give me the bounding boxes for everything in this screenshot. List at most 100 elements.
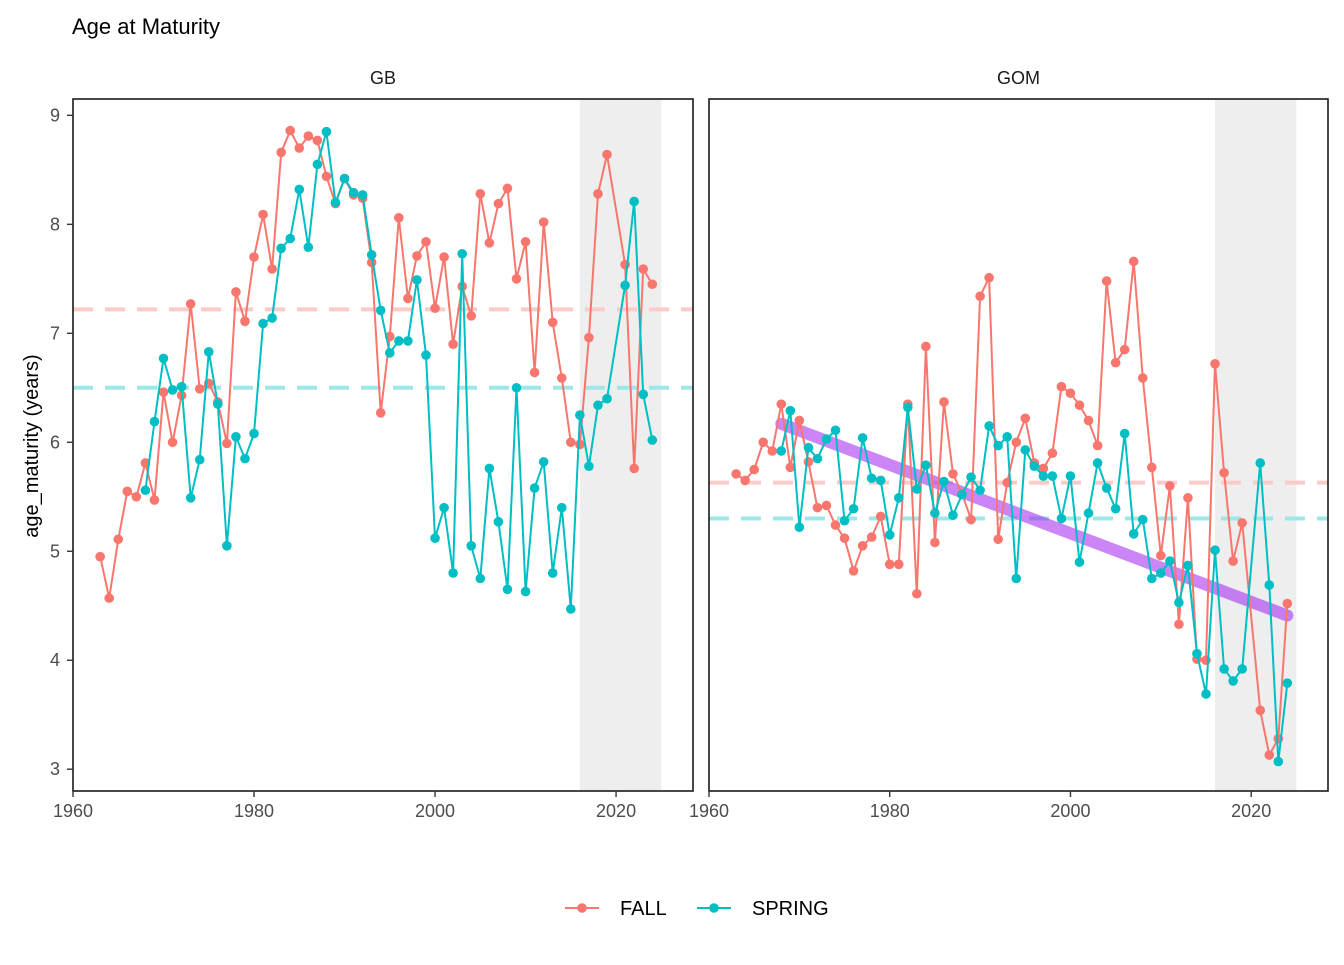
data-point xyxy=(740,475,750,486)
data-point xyxy=(231,432,241,442)
x-tick-label: 1980 xyxy=(234,801,274,821)
series-line xyxy=(99,128,654,599)
data-point xyxy=(285,125,296,136)
data-point xyxy=(1255,705,1266,716)
data-point xyxy=(758,437,769,448)
data-point xyxy=(1137,514,1148,525)
data-point xyxy=(912,484,922,494)
data-point xyxy=(520,236,531,247)
data-point xyxy=(258,318,268,329)
data-point xyxy=(893,493,904,503)
data-point xyxy=(276,243,286,254)
data-point xyxy=(812,453,823,464)
data-point xyxy=(830,425,841,436)
data-point xyxy=(1011,437,1022,448)
data-point xyxy=(1210,545,1220,555)
data-point xyxy=(1074,400,1085,411)
data-point xyxy=(1237,518,1247,528)
data-point xyxy=(1065,471,1076,481)
data-point xyxy=(185,299,196,309)
data-point xyxy=(957,489,967,500)
chart-title: Age at Maturity xyxy=(72,14,220,39)
data-point xyxy=(821,434,832,444)
data-point xyxy=(794,415,805,426)
data-point xyxy=(593,400,603,411)
panel-gom: GOM 1960 1980 2000 2020 xyxy=(689,68,1329,821)
data-point xyxy=(556,373,567,383)
y-tick-label: 6 xyxy=(50,432,60,452)
data-point xyxy=(948,469,958,479)
data-point xyxy=(158,353,169,364)
data-point xyxy=(1092,440,1103,451)
data-point xyxy=(375,305,386,316)
data-point xyxy=(421,236,431,247)
data-point xyxy=(131,491,142,502)
data-point xyxy=(149,495,160,505)
series-line xyxy=(780,407,1289,762)
data-point xyxy=(1165,556,1175,566)
data-point xyxy=(394,336,404,346)
data-point xyxy=(321,171,332,182)
data-point xyxy=(939,476,949,487)
data-point xyxy=(1264,750,1275,760)
data-point xyxy=(629,463,639,474)
data-point xyxy=(267,313,277,323)
data-point xyxy=(785,405,796,416)
data-point xyxy=(948,510,958,521)
data-point xyxy=(839,515,850,526)
data-point xyxy=(1183,493,1193,503)
data-point xyxy=(276,147,286,158)
data-point xyxy=(1201,655,1211,666)
data-point xyxy=(511,382,522,393)
data-point xyxy=(1020,445,1031,455)
data-point xyxy=(430,303,440,314)
data-point xyxy=(794,522,805,533)
data-point xyxy=(511,274,522,284)
data-point xyxy=(412,275,422,285)
data-point xyxy=(1092,458,1103,468)
data-point xyxy=(1219,467,1229,478)
data-point xyxy=(1228,676,1238,686)
data-point xyxy=(384,348,395,358)
data-point xyxy=(1174,597,1184,608)
data-point xyxy=(767,446,778,456)
data-point xyxy=(140,485,151,496)
data-point xyxy=(884,530,895,540)
data-point xyxy=(1065,388,1076,399)
x-tick-label: 2000 xyxy=(415,801,455,821)
series-fall xyxy=(95,125,658,603)
data-point xyxy=(357,190,368,200)
shaded-recent-period xyxy=(579,99,662,791)
data-point xyxy=(556,502,567,513)
data-point xyxy=(848,566,859,576)
data-point xyxy=(647,435,658,445)
data-point xyxy=(222,438,232,449)
data-point xyxy=(1074,557,1085,567)
data-point xyxy=(575,410,585,420)
data-point xyxy=(484,238,495,248)
legend: FALL SPRING xyxy=(565,898,829,920)
data-point xyxy=(231,287,241,297)
panel-strip-label: GOM xyxy=(997,68,1040,88)
data-point xyxy=(857,433,868,443)
data-point xyxy=(104,593,115,603)
data-point xyxy=(966,472,976,482)
data-point xyxy=(167,385,178,395)
y-tick-label: 5 xyxy=(50,541,60,561)
data-point xyxy=(1137,373,1148,383)
data-point xyxy=(412,251,422,261)
data-point xyxy=(122,486,133,497)
data-point xyxy=(249,252,259,262)
data-point xyxy=(866,473,877,484)
data-point xyxy=(1219,664,1229,674)
data-point xyxy=(1029,461,1040,472)
data-point xyxy=(185,493,196,503)
data-point xyxy=(1101,483,1112,493)
data-point xyxy=(403,293,413,304)
data-point xyxy=(1047,448,1058,458)
y-axis-label: age_maturity (years) xyxy=(21,354,43,537)
data-point xyxy=(466,541,477,551)
data-point xyxy=(1119,428,1130,439)
data-point xyxy=(776,446,787,456)
data-point xyxy=(866,532,877,542)
